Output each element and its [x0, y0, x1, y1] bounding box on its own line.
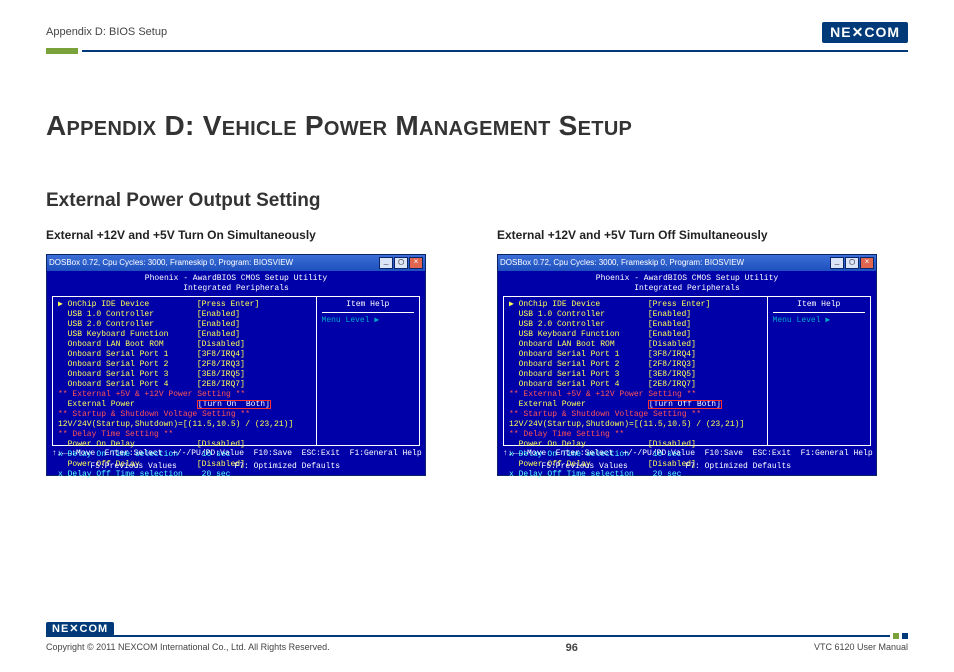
bios-item-row[interactable]: Onboard Serial Port 3[3E8/IRQ5] — [509, 370, 762, 380]
bios-side-panel: Item Help Menu Level ▶ — [317, 297, 419, 445]
bios-item-row[interactable]: USB 2.0 Controller[Enabled] — [509, 320, 762, 330]
delay-header: ** Delay Time Setting ** — [509, 430, 762, 440]
bios-help-line2: F5:Previous Values F7: Optimized Default… — [52, 462, 420, 472]
window-caption: DOSBox 0.72, Cpu Cycles: 3000, Frameskip… — [49, 258, 293, 268]
section-heading: External Power Output Setting — [46, 190, 908, 212]
ext-power-header: ** External +5V & +12V Power Setting ** — [58, 390, 311, 400]
bios-item-row[interactable]: Onboard Serial Port 3[3E8/IRQ5] — [58, 370, 311, 380]
bios-item-row[interactable]: USB 1.0 Controller[Enabled] — [509, 310, 762, 320]
dosbox-window-right: DOSBox 0.72, Cpu Cycles: 3000, Frameskip… — [497, 254, 877, 476]
bios-help-line1: ↑↓←→:Move Enter:Select +/-/PU/PD:Value F… — [503, 449, 871, 459]
bios-item-row[interactable]: Onboard Serial Port 1[3F8/IRQ4] — [58, 350, 311, 360]
startup-row[interactable]: 12V/24V(Startup,Shutdown)=[(11.5,10.5) /… — [58, 420, 311, 430]
bios-item-row[interactable]: Onboard Serial Port 4[2E8/IRQ7] — [509, 380, 762, 390]
maximize-icon[interactable]: ▢ — [394, 257, 408, 269]
bios-item-row[interactable]: Onboard Serial Port 1[3F8/IRQ4] — [509, 350, 762, 360]
bios-item-row[interactable]: Onboard Serial Port 4[2E8/IRQ7] — [58, 380, 311, 390]
external-power-row[interactable]: External Power[Turn Off Both] — [509, 400, 762, 410]
window-caption: DOSBox 0.72, Cpu Cycles: 3000, Frameskip… — [500, 258, 744, 268]
startup-row[interactable]: 12V/24V(Startup,Shutdown)=[(11.5,10.5) /… — [509, 420, 762, 430]
footer-rule — [46, 633, 908, 639]
footer-logo: NE✕COM — [46, 619, 114, 637]
bios-title2: Integrated Peripherals — [52, 284, 420, 294]
bios-main-panel: ▶ OnChip IDE Device[Press Enter] USB 1.0… — [53, 297, 317, 445]
minimize-icon[interactable]: _ — [379, 257, 393, 269]
left-column: External +12V and +5V Turn On Simultaneo… — [46, 228, 457, 476]
page-number: 96 — [566, 642, 578, 654]
window-titlebar[interactable]: DOSBox 0.72, Cpu Cycles: 3000, Frameskip… — [498, 255, 876, 271]
startup-header: ** Startup & Shutdown Voltage Setting ** — [509, 410, 762, 420]
bios-screen: Phoenix - AwardBIOS CMOS Setup Utility I… — [498, 271, 876, 475]
item-help-title: Item Help — [322, 300, 414, 313]
copyright: Copyright © 2011 NEXCOM International Co… — [46, 642, 330, 654]
bios-side-panel: Item Help Menu Level ▶ — [768, 297, 870, 445]
left-subtitle: External +12V and +5V Turn On Simultaneo… — [46, 228, 457, 242]
bios-item-row[interactable]: Onboard Serial Port 2[2F8/IRQ3] — [509, 360, 762, 370]
right-column: External +12V and +5V Turn Off Simultane… — [497, 228, 908, 476]
close-icon[interactable]: × — [860, 257, 874, 269]
dosbox-window-left: DOSBox 0.72, Cpu Cycles: 3000, Frameskip… — [46, 254, 426, 476]
bios-help-line2: F5:Previous Values F7: Optimized Default… — [503, 462, 871, 472]
breadcrumb: Appendix D: BIOS Setup — [46, 26, 167, 38]
bios-item-row[interactable]: ▶ OnChip IDE Device[Press Enter] — [509, 300, 762, 310]
brand-logo: NE✕COM — [822, 22, 908, 43]
maximize-icon[interactable]: ▢ — [845, 257, 859, 269]
manual-name: VTC 6120 User Manual — [814, 642, 908, 654]
bios-title2: Integrated Peripherals — [503, 284, 871, 294]
header-rule — [46, 48, 908, 54]
menu-level-row: Menu Level ▶ — [322, 316, 414, 326]
item-help-title: Item Help — [773, 300, 865, 313]
bios-title1: Phoenix - AwardBIOS CMOS Setup Utility — [503, 274, 871, 284]
bios-item-row[interactable]: Onboard LAN Boot ROM[Disabled] — [509, 340, 762, 350]
page-title: Appendix D: Vehicle Power Management Set… — [46, 110, 908, 142]
bios-item-row[interactable]: USB 2.0 Controller[Enabled] — [58, 320, 311, 330]
bios-item-row[interactable]: USB Keyboard Function[Enabled] — [58, 330, 311, 340]
minimize-icon[interactable]: _ — [830, 257, 844, 269]
bios-screen: Phoenix - AwardBIOS CMOS Setup Utility I… — [47, 271, 425, 475]
close-icon[interactable]: × — [409, 257, 423, 269]
bios-item-row[interactable]: USB 1.0 Controller[Enabled] — [58, 310, 311, 320]
bios-title1: Phoenix - AwardBIOS CMOS Setup Utility — [52, 274, 420, 284]
external-power-row[interactable]: External Power[Turn On Both] — [58, 400, 311, 410]
bios-item-row[interactable]: Onboard Serial Port 2[2F8/IRQ3] — [58, 360, 311, 370]
startup-header: ** Startup & Shutdown Voltage Setting ** — [58, 410, 311, 420]
bios-item-row[interactable]: USB Keyboard Function[Enabled] — [509, 330, 762, 340]
delay-header: ** Delay Time Setting ** — [58, 430, 311, 440]
bios-main-panel: ▶ OnChip IDE Device[Press Enter] USB 1.0… — [504, 297, 768, 445]
bios-item-row[interactable]: Onboard LAN Boot ROM[Disabled] — [58, 340, 311, 350]
right-subtitle: External +12V and +5V Turn Off Simultane… — [497, 228, 908, 242]
bios-item-row[interactable]: ▶ OnChip IDE Device[Press Enter] — [58, 300, 311, 310]
window-titlebar[interactable]: DOSBox 0.72, Cpu Cycles: 3000, Frameskip… — [47, 255, 425, 271]
ext-power-header: ** External +5V & +12V Power Setting ** — [509, 390, 762, 400]
bios-help-line1: ↑↓←→:Move Enter:Select +/-/PU/PD:Value F… — [52, 449, 420, 459]
menu-level-row: Menu Level ▶ — [773, 316, 865, 326]
